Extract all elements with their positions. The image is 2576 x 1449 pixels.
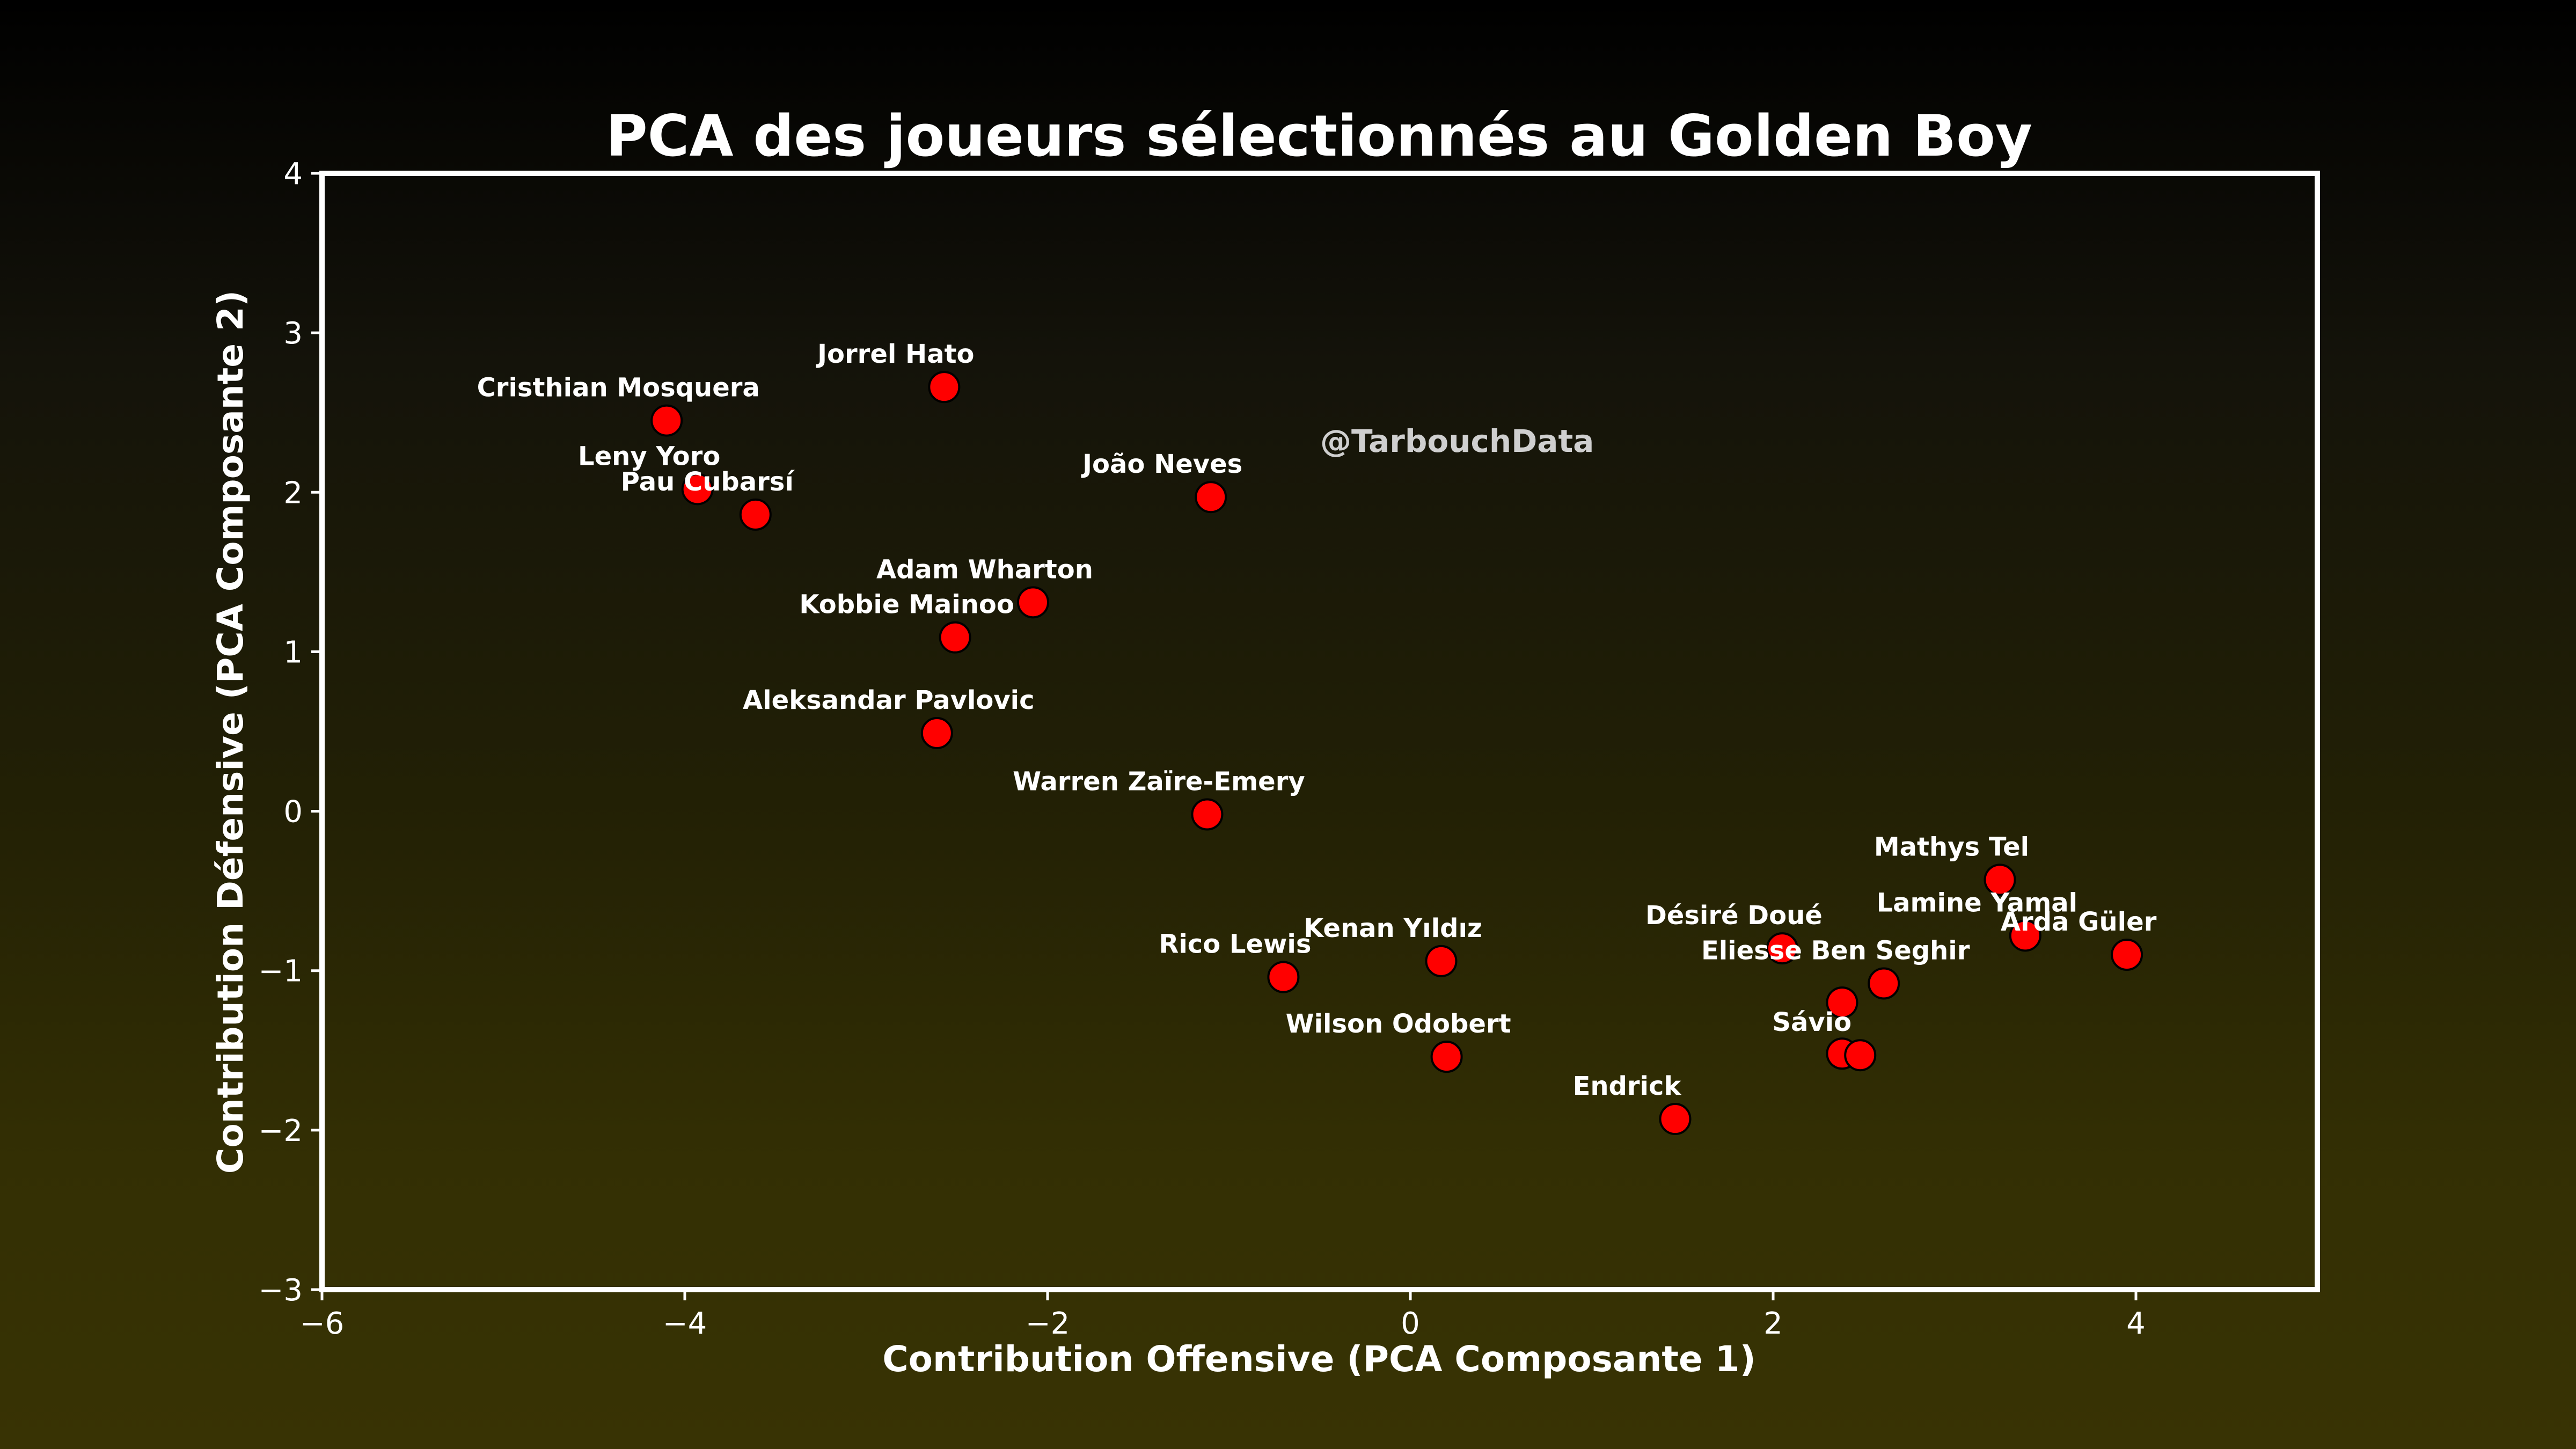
y-tick-label: 3 — [283, 316, 303, 351]
data-label: Cristhian Mosquera — [477, 373, 760, 403]
data-point — [1267, 961, 1300, 993]
data-point — [2009, 919, 2041, 952]
data-points — [650, 371, 2143, 1136]
y-axis-label: Contribution Défensive (PCA Composante 2… — [210, 290, 251, 1174]
data-labels: Cristhian Mosquera Jorrel Hato Leny YoroPa… — [477, 339, 2157, 1101]
data-label: Rico Lewis — [1159, 930, 1311, 960]
data-label: Leny Yoro — [578, 441, 720, 471]
data-label: Kobbie Mainoo — [799, 590, 1014, 620]
data-label: Endrick — [1573, 1071, 1682, 1101]
data-point — [920, 716, 953, 749]
data-label: Mathys Tel — [1874, 832, 2029, 862]
data-point — [739, 498, 772, 531]
data-point — [650, 404, 683, 437]
data-point — [1868, 967, 1900, 1000]
data-label: João Neves — [1081, 449, 1242, 479]
data-label: Sávio — [1772, 1007, 1851, 1037]
y-tick-label: −3 — [258, 1273, 303, 1308]
x-tick-label: 4 — [2126, 1306, 2146, 1341]
x-tick-label: −6 — [300, 1306, 345, 1341]
data-point — [2111, 939, 2143, 971]
x-tick-label: 0 — [1401, 1306, 1420, 1341]
data-label: Eliesse Ben Seghir — [1701, 935, 1970, 965]
x-tick-label: 2 — [1763, 1306, 1783, 1341]
data-label: Warren Zaïre-Emery — [1013, 767, 1305, 797]
data-label: Aleksandar Pavlovic — [743, 685, 1035, 715]
data-point — [1826, 986, 1858, 1019]
data-label: Adam Wharton — [876, 554, 1093, 584]
data-point — [1430, 1041, 1463, 1073]
data-label: Kenan Yıldız — [1304, 913, 1482, 943]
y-axis-label-group: Contribution Défensive (PCA Composante 2… — [210, 290, 251, 1174]
plot-area-frame — [319, 171, 2320, 1292]
data-point — [939, 621, 971, 654]
chart-title: PCA des joueurs sélectionnés au Golden B… — [606, 103, 2032, 169]
data-point — [1766, 932, 1798, 965]
x-axis-label: Contribution Offensive (PCA Composante 1… — [882, 1338, 1756, 1380]
axis-ticks: −6 −4 −2 0 2 4 −3 −2 −1 0 1 2 3 4 — [258, 157, 2145, 1341]
data-point — [1191, 798, 1224, 831]
y-tick-label: −1 — [258, 954, 303, 989]
data-point — [1016, 586, 1049, 619]
data-label: Désiré Doué — [1645, 901, 1823, 931]
data-point — [1984, 863, 2016, 896]
data-label: Pau Cubarsí — [621, 467, 795, 497]
x-tick-label: −2 — [1026, 1306, 1070, 1341]
data-point — [1844, 1039, 1877, 1072]
y-tick-label: 0 — [283, 795, 303, 830]
y-tick-label: 1 — [283, 635, 303, 670]
data-point — [681, 473, 714, 506]
data-point — [1425, 945, 1458, 977]
data-point — [928, 371, 961, 404]
data-label: Arda Güler — [2001, 907, 2157, 937]
y-tick-label: 4 — [283, 157, 303, 192]
data-label: Jorrel Hato — [816, 339, 974, 369]
y-tick-label: 2 — [283, 475, 303, 510]
data-point — [1659, 1103, 1692, 1136]
data-point — [1195, 481, 1227, 514]
y-tick-label: −2 — [258, 1114, 303, 1148]
x-tick-label: −4 — [663, 1306, 707, 1341]
data-label: Lamine Yamal — [1877, 888, 2077, 918]
data-label: Wilson Odobert — [1286, 1009, 1511, 1039]
watermark-text: @TarbouchData — [1320, 423, 1594, 459]
